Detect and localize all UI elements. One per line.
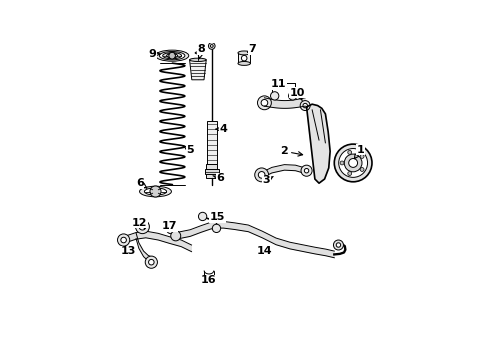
Text: 10: 10 xyxy=(290,87,305,100)
Circle shape xyxy=(242,55,247,61)
Circle shape xyxy=(210,45,213,48)
Circle shape xyxy=(261,99,268,106)
Circle shape xyxy=(206,275,212,282)
Text: 16: 16 xyxy=(201,275,217,285)
Circle shape xyxy=(348,172,352,175)
Ellipse shape xyxy=(190,58,206,62)
Circle shape xyxy=(300,100,310,111)
Circle shape xyxy=(198,212,207,221)
Circle shape xyxy=(301,165,312,176)
Text: 3: 3 xyxy=(263,175,273,185)
Text: 9: 9 xyxy=(148,49,160,59)
Circle shape xyxy=(334,240,343,250)
Circle shape xyxy=(169,52,175,59)
Ellipse shape xyxy=(163,53,182,59)
Text: 13: 13 xyxy=(121,246,136,256)
Ellipse shape xyxy=(167,54,178,58)
Circle shape xyxy=(344,154,362,172)
Circle shape xyxy=(150,186,161,197)
Circle shape xyxy=(258,96,271,110)
Text: 11: 11 xyxy=(270,79,287,89)
Circle shape xyxy=(136,220,149,234)
Ellipse shape xyxy=(140,186,171,197)
Circle shape xyxy=(270,92,279,100)
Circle shape xyxy=(212,224,220,233)
Circle shape xyxy=(289,92,297,100)
Circle shape xyxy=(336,243,341,247)
Ellipse shape xyxy=(238,51,250,55)
Text: 17: 17 xyxy=(162,221,177,231)
Circle shape xyxy=(360,154,364,158)
Circle shape xyxy=(360,167,364,171)
Circle shape xyxy=(169,228,172,231)
Circle shape xyxy=(167,225,175,234)
Ellipse shape xyxy=(159,51,185,60)
Text: 6: 6 xyxy=(213,174,224,184)
Text: 4: 4 xyxy=(216,124,227,134)
Bar xyxy=(207,121,217,164)
Text: 7: 7 xyxy=(247,44,256,54)
Circle shape xyxy=(208,42,215,49)
Circle shape xyxy=(139,223,146,230)
Circle shape xyxy=(121,237,126,243)
Text: 6: 6 xyxy=(136,178,147,188)
Ellipse shape xyxy=(195,52,201,54)
Ellipse shape xyxy=(155,50,189,61)
Text: 1: 1 xyxy=(354,145,365,159)
Text: 5: 5 xyxy=(183,145,194,155)
Circle shape xyxy=(349,158,358,167)
Text: 14: 14 xyxy=(257,246,272,256)
Circle shape xyxy=(340,161,344,165)
Circle shape xyxy=(339,149,368,177)
Circle shape xyxy=(258,172,265,178)
Ellipse shape xyxy=(238,62,250,66)
Circle shape xyxy=(304,168,309,173)
Circle shape xyxy=(148,260,154,265)
Polygon shape xyxy=(190,60,206,80)
Text: 12: 12 xyxy=(132,218,147,229)
Circle shape xyxy=(212,215,220,223)
Circle shape xyxy=(334,144,372,182)
Text: 8: 8 xyxy=(197,44,205,59)
Circle shape xyxy=(118,234,130,246)
Bar xyxy=(206,174,217,177)
Circle shape xyxy=(171,231,181,241)
Text: 2: 2 xyxy=(280,146,303,156)
Bar xyxy=(206,164,217,169)
Circle shape xyxy=(303,103,307,108)
Circle shape xyxy=(145,256,157,268)
Circle shape xyxy=(348,150,352,154)
Text: 15: 15 xyxy=(210,212,225,222)
Polygon shape xyxy=(307,104,330,183)
Ellipse shape xyxy=(145,188,167,195)
Circle shape xyxy=(255,168,269,182)
Bar xyxy=(238,53,250,63)
Bar xyxy=(205,169,219,174)
